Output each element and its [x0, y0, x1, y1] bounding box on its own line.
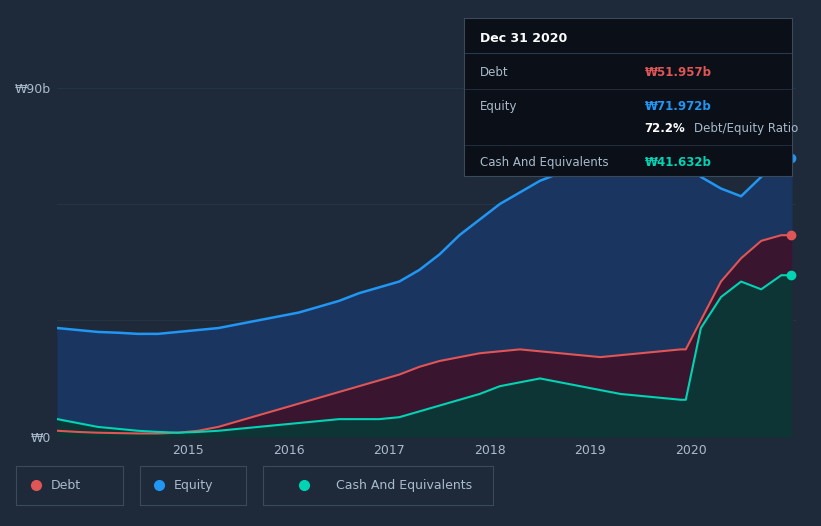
Text: Debt: Debt	[480, 66, 509, 78]
Text: ₩71.972b: ₩71.972b	[644, 100, 711, 113]
Text: 72.2%: 72.2%	[644, 123, 686, 135]
Text: Debt/Equity Ratio: Debt/Equity Ratio	[694, 123, 798, 135]
Text: Cash And Equivalents: Cash And Equivalents	[337, 479, 472, 492]
Text: Equity: Equity	[480, 100, 518, 113]
Text: Cash And Equivalents: Cash And Equivalents	[480, 156, 609, 168]
Text: Dec 31 2020: Dec 31 2020	[480, 33, 567, 45]
Text: ₩51.957b: ₩51.957b	[644, 66, 712, 78]
Text: ₩41.632b: ₩41.632b	[644, 156, 711, 168]
Text: Equity: Equity	[174, 479, 213, 492]
Text: Debt: Debt	[51, 479, 80, 492]
